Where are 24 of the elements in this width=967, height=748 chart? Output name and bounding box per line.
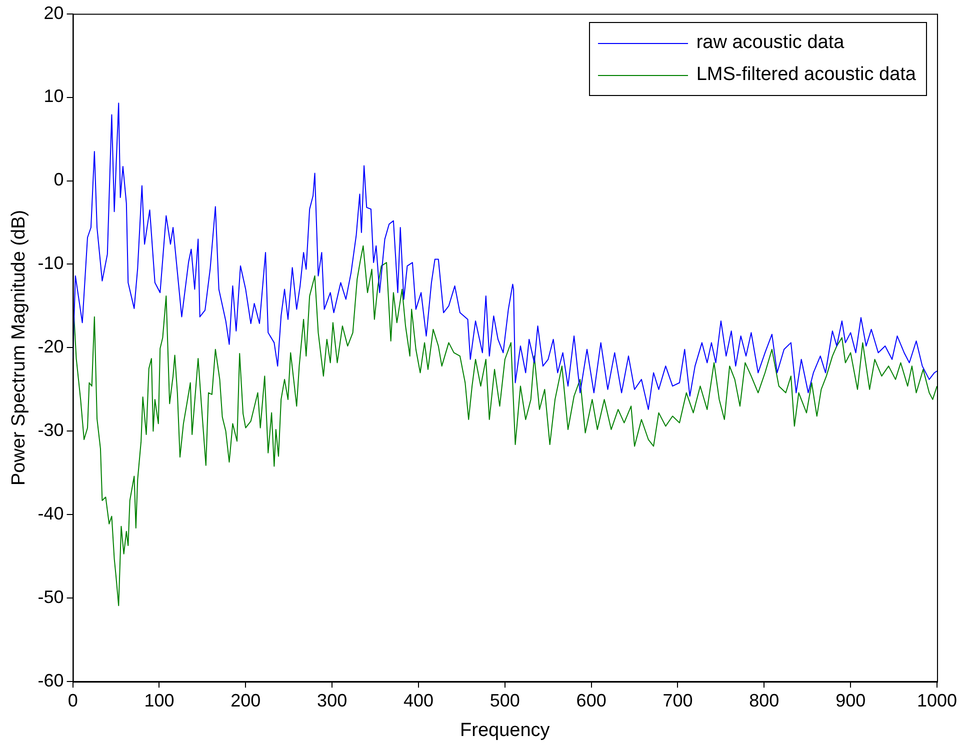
x-tick-label: 300 (317, 690, 348, 710)
legend-label: LMS-filtered acoustic data (696, 64, 916, 86)
x-tick-label: 100 (144, 690, 174, 710)
x-axis-title: Frequency (460, 720, 550, 741)
y-tick-label: 20 (44, 2, 64, 23)
y-tick-label: -10 (38, 253, 64, 274)
y-tick-label: -60 (38, 670, 64, 691)
x-tick-label: 600 (576, 690, 606, 710)
x-tick-label: 1000 (916, 690, 958, 710)
x-tick-label: 200 (230, 690, 261, 710)
y-tick-label: -40 (38, 504, 64, 524)
x-tick-label: 900 (836, 690, 866, 710)
x-tick-label: 800 (749, 690, 780, 710)
x-tick-label: 500 (490, 690, 520, 710)
x-tick-label: 700 (662, 690, 693, 710)
y-tick-label: -30 (38, 420, 64, 440)
y-tick-label: 10 (44, 86, 64, 106)
y-axis-title: Power Spectrum Magnitude (dB) (8, 210, 30, 486)
y-tick-label: -20 (38, 336, 64, 357)
y-tick-label: -50 (38, 587, 64, 608)
y-tick-label: 0 (54, 170, 64, 190)
x-tick-label: 0 (68, 690, 78, 710)
x-tick-label: 400 (403, 690, 434, 710)
legend-label: raw acoustic data (696, 32, 844, 54)
